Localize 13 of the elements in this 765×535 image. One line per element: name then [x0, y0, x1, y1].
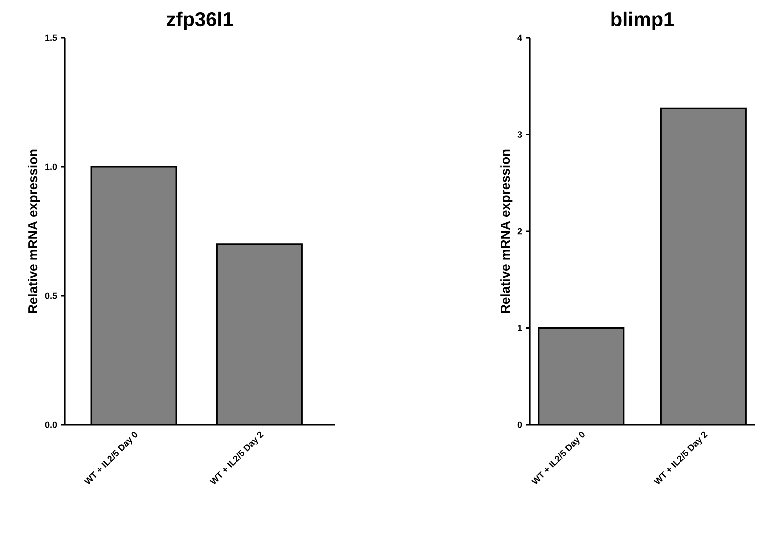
y-tick-label: 1: [518, 325, 522, 332]
y-tick-label: 0: [518, 422, 522, 428]
y-tick-label: 0.0: [45, 422, 58, 428]
y-tick-label: 3: [518, 132, 522, 138]
chart-title: zfp36l1: [167, 12, 234, 30]
y-tick-label: 2: [518, 228, 522, 235]
y-tick-label: 1.5: [46, 34, 58, 42]
chart-title: blimp1: [612, 12, 674, 30]
y-tick-label: 0.5: [45, 292, 58, 300]
y-tick-label: 4: [518, 34, 522, 42]
y-axis-title: Relative mRNA expression: [500, 150, 513, 314]
y-axis-title: Relative mRNA expression: [28, 150, 40, 314]
y-tick-label: 1.0: [46, 164, 58, 170]
